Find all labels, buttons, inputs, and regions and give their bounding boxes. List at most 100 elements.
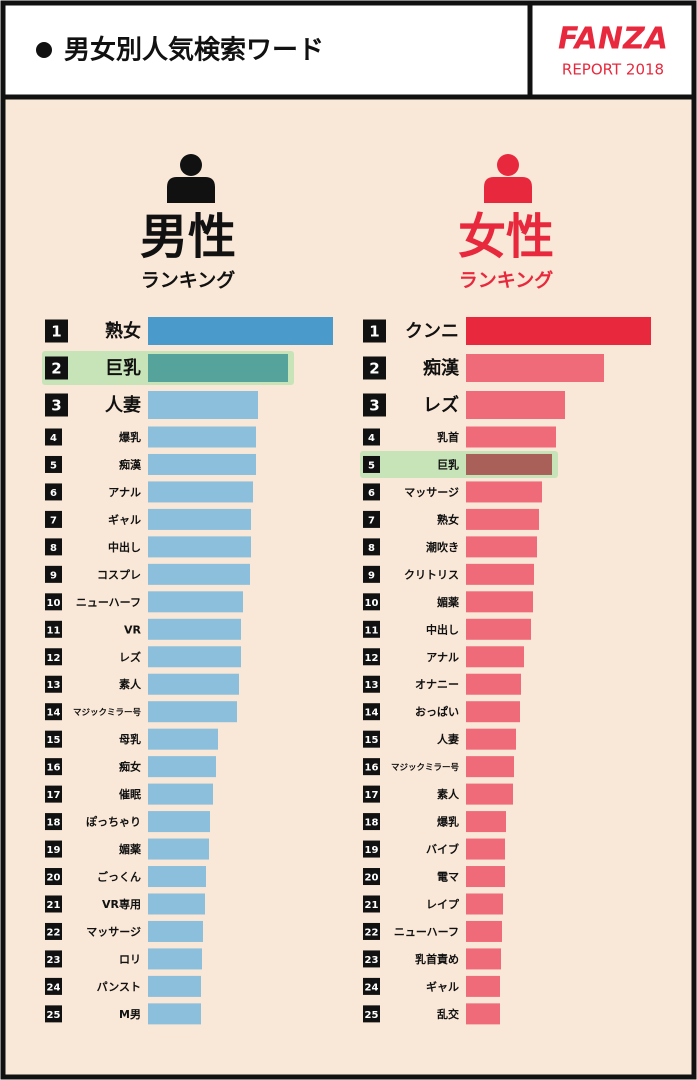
rank-box	[363, 483, 380, 501]
rank: 7	[50, 515, 57, 526]
bar	[148, 646, 241, 668]
rank-box	[363, 868, 380, 886]
bar	[148, 317, 333, 345]
bar	[148, 673, 239, 695]
bar	[148, 866, 206, 888]
rank: 11	[47, 625, 61, 636]
rank: 23	[47, 955, 61, 966]
rank: 20	[365, 873, 379, 884]
bullet	[36, 42, 52, 58]
rank-box	[363, 785, 380, 803]
rank: 19	[47, 845, 61, 856]
term: M男	[119, 1008, 141, 1021]
rank: 21	[47, 900, 61, 911]
term: 電マ	[437, 871, 459, 884]
rank: 16	[47, 763, 61, 774]
bar	[148, 701, 237, 723]
rank-box	[45, 758, 62, 776]
rank: 1	[51, 323, 61, 341]
bar	[148, 1003, 201, 1025]
rank-box	[45, 356, 68, 380]
bar	[466, 948, 501, 970]
rank-box	[45, 950, 62, 968]
term: 人妻	[437, 732, 459, 746]
rank-box	[363, 813, 380, 831]
rank: 11	[365, 625, 379, 636]
rank-box	[363, 538, 380, 556]
rank-box	[363, 455, 380, 473]
rank: 12	[365, 653, 379, 664]
rank-box	[45, 620, 62, 638]
bar	[466, 563, 534, 585]
term: 痴漢	[423, 357, 460, 379]
rank-box	[363, 393, 386, 417]
bar	[466, 536, 537, 558]
rank: 5	[50, 460, 57, 471]
rank: 4	[368, 433, 375, 444]
rank: 3	[369, 397, 379, 415]
term: 潮吹き	[426, 540, 459, 554]
bar	[148, 508, 251, 530]
term: 熟女	[437, 512, 459, 526]
rank: 24	[365, 982, 379, 993]
rank-box	[363, 593, 380, 611]
term: 巨乳	[437, 457, 459, 471]
ranking-subtitle: ランキング	[459, 269, 553, 292]
bar	[148, 354, 288, 382]
term: 素人	[437, 787, 460, 801]
rank-box	[45, 593, 62, 611]
rank: 17	[47, 790, 61, 801]
bar	[466, 391, 565, 419]
rank-box	[45, 895, 62, 913]
bar	[466, 481, 542, 503]
rank-box	[363, 1005, 380, 1023]
rank-box	[363, 648, 380, 666]
term: 中出し	[426, 622, 459, 636]
rank: 14	[365, 708, 379, 719]
rank: 18	[365, 818, 379, 829]
rank: 25	[47, 1010, 61, 1021]
term: 中出し	[108, 540, 141, 554]
rank-box	[363, 356, 386, 380]
rank: 21	[365, 900, 379, 911]
rank: 5	[368, 460, 375, 471]
rank-box	[45, 483, 62, 501]
term: VR専用	[102, 897, 141, 911]
rank-box	[45, 813, 62, 831]
rank: 9	[368, 570, 375, 581]
rank-box	[363, 428, 380, 446]
rank: 10	[47, 598, 61, 609]
rank: 3	[51, 397, 61, 415]
rank-box	[363, 510, 380, 528]
brand: FANZA	[558, 22, 668, 57]
rank-box	[45, 977, 62, 995]
term: 熟女	[105, 320, 141, 342]
rank-box	[363, 977, 380, 995]
rank: 14	[47, 708, 61, 719]
term: ごっくん	[97, 870, 141, 884]
rank: 24	[47, 982, 61, 993]
term: 人妻	[105, 395, 141, 416]
rank: 8	[368, 543, 375, 554]
ranking-subtitle: ランキング	[141, 269, 235, 292]
rank-box	[45, 868, 62, 886]
term: 催眠	[119, 787, 141, 801]
rank: 6	[50, 488, 57, 499]
term: コスプレ	[97, 567, 141, 581]
term: 素人	[119, 677, 142, 691]
term: VR	[124, 623, 142, 636]
rank: 18	[47, 818, 61, 829]
term: ニューハーフ	[76, 596, 141, 609]
rank: 15	[365, 735, 379, 746]
rank: 20	[47, 873, 61, 884]
bar	[466, 591, 533, 613]
rank-box	[363, 319, 386, 343]
bar	[148, 391, 258, 419]
bar	[466, 1003, 500, 1025]
rank: 8	[50, 543, 57, 554]
bar	[148, 783, 213, 805]
rank: 16	[365, 763, 379, 774]
rank: 23	[365, 955, 379, 966]
report: REPORT 2018	[562, 61, 664, 79]
